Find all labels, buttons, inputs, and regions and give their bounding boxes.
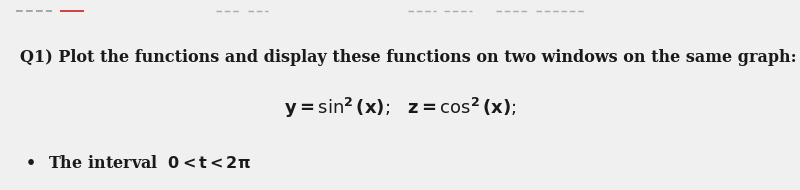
Text: Q1) Plot the functions and display these functions on two windows on the same gr: Q1) Plot the functions and display these… [20,48,797,66]
Text: •: • [26,155,35,172]
Text: $\mathbf{y = \sin^{2}(x)}$;   $\mathbf{z = \cos^{2}(x)}$;: $\mathbf{y = \sin^{2}(x)}$; $\mathbf{z =… [284,96,516,120]
Text: The interval  $\mathbf{0 < t < 2\pi}$: The interval $\mathbf{0 < t < 2\pi}$ [48,155,250,172]
